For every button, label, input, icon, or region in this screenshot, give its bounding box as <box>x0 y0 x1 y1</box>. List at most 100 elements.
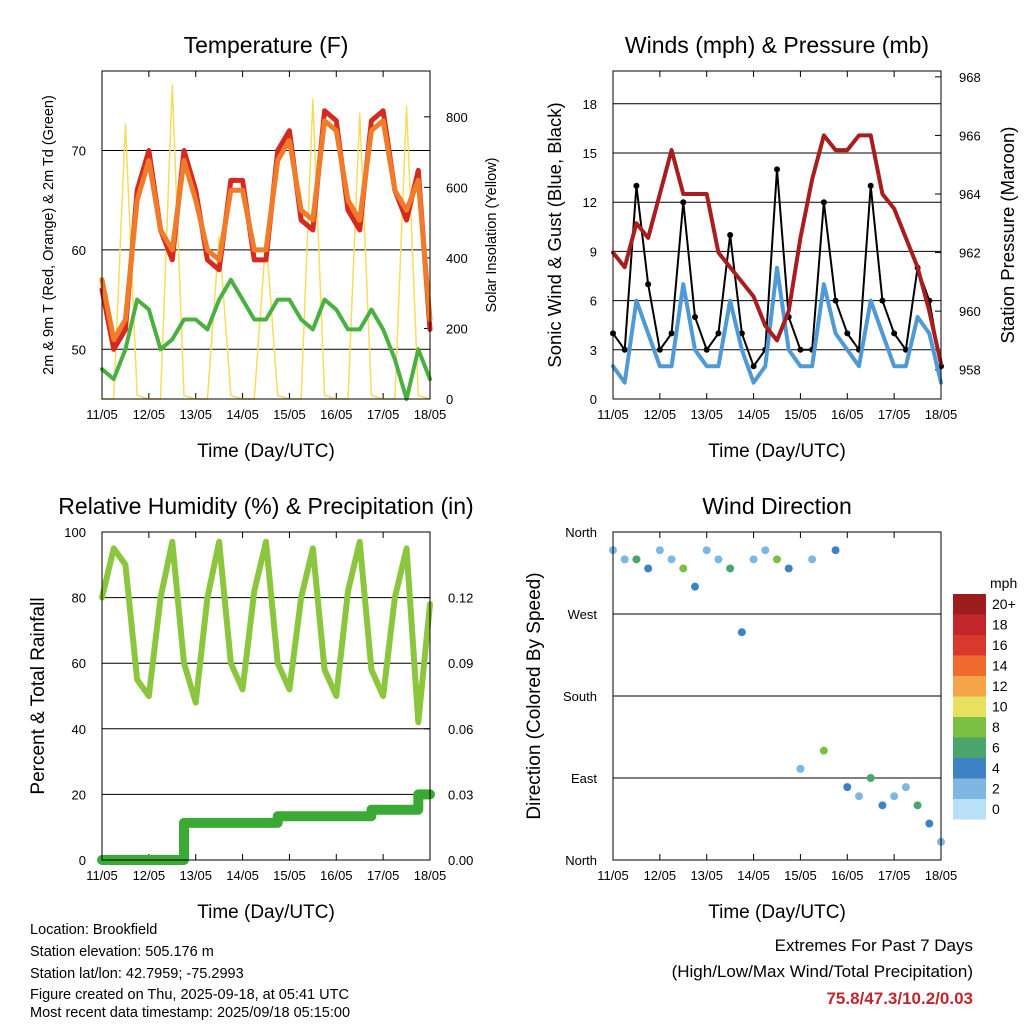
legend-label: 12 <box>992 678 1008 694</box>
series-9m-t <box>99 118 433 342</box>
panel-title: Wind Direction <box>702 493 852 519</box>
y-tick-label: South <box>563 689 597 704</box>
x-tick-label: 17/05 <box>878 868 911 883</box>
panel-title: Temperature (F) <box>184 32 349 58</box>
x-tick-label: 14/05 <box>226 868 259 883</box>
legend-swatch <box>953 594 986 615</box>
x-axis-label: Time (Day/UTC) <box>197 441 335 462</box>
y-tick-label: 18 <box>583 97 597 112</box>
direction-point <box>925 819 934 828</box>
series-gust <box>612 168 942 368</box>
direction-point <box>819 746 828 755</box>
y2-tick-label: 0 <box>446 392 453 407</box>
x-tick-label: 15/05 <box>273 407 306 422</box>
y-tick-label: 15 <box>583 146 597 161</box>
x-tick-label: 11/05 <box>86 407 118 422</box>
y2-tick-label: 200 <box>446 321 468 336</box>
y-tick-label: West <box>568 607 598 622</box>
x-tick-label: 18/05 <box>925 407 958 422</box>
x-tick-label: 11/05 <box>597 407 629 422</box>
legend-label: 16 <box>992 637 1008 653</box>
wind-direction-panel: Wind Direction Time (Day/UTC) Direction (C… <box>524 493 957 923</box>
panel-title: Relative Humidity (%) & Precipitation (i… <box>58 493 473 519</box>
speed-colorbar: mph 20+ 18 16 14 12 10 8 6 4 2 0 <box>953 575 1017 820</box>
x-axis-label: Time (Day/UTC) <box>708 902 846 923</box>
direction-point <box>737 628 746 637</box>
x-tick-label: 12/05 <box>644 407 677 422</box>
x-tick-label: 17/05 <box>367 868 400 883</box>
plot-frame <box>612 531 942 861</box>
legend-swatch <box>953 778 986 799</box>
x-tick-label: 12/05 <box>644 868 677 883</box>
direction-point <box>831 546 840 555</box>
y2-tick-label: 0.00 <box>448 853 473 868</box>
direction-point <box>632 555 641 564</box>
x-tick-label: 13/05 <box>690 407 723 422</box>
x-axis-label: Time (Day/UTC) <box>197 902 335 923</box>
direction-point <box>878 801 887 810</box>
direction-point <box>773 555 781 564</box>
direction-point <box>655 546 664 555</box>
direction-point <box>761 546 770 555</box>
legend-label: 20+ <box>992 596 1016 612</box>
x-tick-label: 17/05 <box>367 407 400 422</box>
x-tick-label: 16/05 <box>831 407 864 422</box>
y2-tick-label: 960 <box>959 304 981 319</box>
legend-label: 4 <box>992 760 1000 776</box>
direction-point <box>784 564 793 573</box>
series-2m-td <box>100 277 432 401</box>
y2-tick-label: 968 <box>959 70 981 85</box>
plot-frame <box>101 70 431 400</box>
series-sonic-wind <box>611 265 943 385</box>
y-tick-label: 3 <box>590 343 597 358</box>
y-tick-label: 0 <box>79 853 86 868</box>
direction-point <box>843 783 852 792</box>
x-tick-label: 16/05 <box>320 868 353 883</box>
x-tick-label: 13/05 <box>690 868 723 883</box>
direction-point <box>714 555 723 564</box>
direction-point <box>855 792 863 801</box>
legend-label: 8 <box>992 719 1000 735</box>
direction-point <box>796 764 805 773</box>
x-tick-label: 16/05 <box>831 868 864 883</box>
y-tick-label: 40 <box>72 722 86 737</box>
legend-label: 18 <box>992 617 1008 633</box>
direction-point <box>866 774 875 782</box>
x-tick-label: 14/05 <box>737 407 770 422</box>
y2-tick-label: 0.09 <box>448 656 473 671</box>
y2-tick-label: 0.12 <box>448 591 473 606</box>
x-tick-label: 11/05 <box>597 868 629 883</box>
x-tick-label: 18/05 <box>414 868 447 883</box>
y-tick-label: North <box>565 525 597 540</box>
info-created: Figure created on Thu, 2025-09-18, at 05… <box>30 987 349 1003</box>
y-tick-label: 60 <box>72 243 86 258</box>
direction-point <box>749 555 758 564</box>
x-tick-label: 11/05 <box>86 868 118 883</box>
legend-swatch <box>953 717 986 738</box>
y2-tick-label: 958 <box>959 363 981 378</box>
x-tick-label: 14/05 <box>737 868 770 883</box>
y-tick-label: East <box>571 771 597 786</box>
x-tick-label: 18/05 <box>925 868 958 883</box>
y2-tick-label: 600 <box>446 180 468 195</box>
direction-point <box>679 564 688 573</box>
info-latlon: Station lat/lon: 42.7959; -75.2993 <box>30 966 244 982</box>
x-tick-label: 16/05 <box>320 407 353 422</box>
direction-point <box>913 801 922 810</box>
extremes-values: 75.8/47.3/10.2/0.03 <box>826 989 973 1008</box>
direction-point <box>808 555 817 564</box>
legend-swatch <box>953 799 986 820</box>
x-tick-label: 18/05 <box>414 407 447 422</box>
humidity-precip-panel: Relative Humidity (%) & Precipitation (i… <box>28 493 474 923</box>
plot-frame <box>612 70 942 400</box>
direction-point <box>702 546 711 555</box>
legend-label: 14 <box>992 658 1008 674</box>
info-elevation: Station elevation: 505.176 m <box>30 944 214 960</box>
y-tick-label: North <box>565 853 597 868</box>
y2-tick-label: 0.03 <box>448 787 473 802</box>
y-tick-label: 6 <box>590 294 597 309</box>
y-tick-label: 50 <box>72 342 86 357</box>
direction-point <box>620 555 629 564</box>
direction-point <box>691 582 699 591</box>
direction-point <box>667 555 676 564</box>
